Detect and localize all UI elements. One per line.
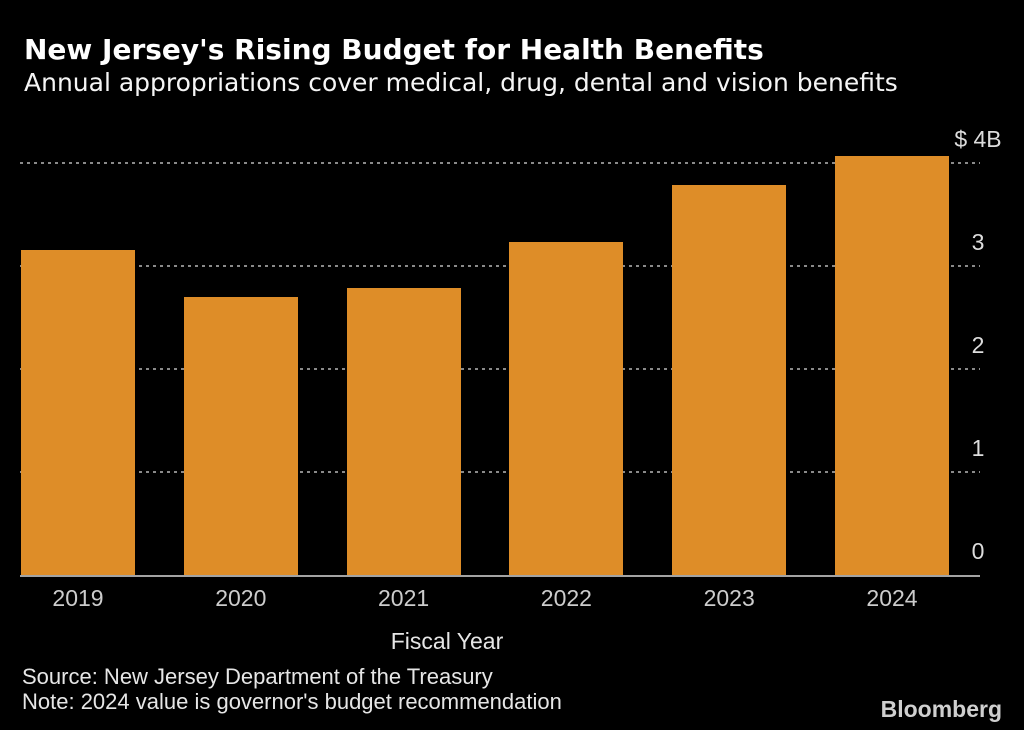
x-tick-label: 2019 [52, 585, 104, 611]
bar-2019 [21, 249, 135, 575]
note-line: Note: 2024 value is governor's budget re… [22, 689, 562, 714]
y-tick-label: 3 [971, 229, 985, 255]
gridline [20, 368, 980, 370]
x-tick-label: 2024 [866, 585, 918, 611]
bar-2021 [346, 287, 461, 575]
bar-2023 [672, 184, 787, 575]
bar-2024 [835, 155, 949, 575]
gridline [20, 162, 980, 164]
x-axis-title: Fiscal Year [390, 628, 504, 654]
x-tick-label: 2021 [378, 585, 430, 611]
bloomberg-logo: Bloomberg [880, 696, 1002, 722]
y-tick-label: $ 4B [954, 126, 1002, 152]
y-tick-label: 0 [971, 538, 985, 564]
chart-title: New Jersey's Rising Budget for Health Be… [24, 33, 764, 66]
y-tick-label: 2 [971, 332, 985, 358]
x-axis-line [20, 575, 980, 577]
x-tick-label: 2023 [703, 585, 755, 611]
gridline [20, 265, 980, 267]
gridline [20, 471, 980, 473]
bar-2022 [509, 242, 624, 575]
chart-subtitle: Annual appropriations cover medical, dru… [24, 68, 898, 97]
source-line: Source: New Jersey Department of the Tre… [22, 664, 493, 689]
source-note: Source: New Jersey Department of the Tre… [22, 664, 562, 714]
x-tick-label: 2022 [540, 585, 592, 611]
x-tick-label: 2020 [215, 585, 267, 611]
y-tick-label: 1 [971, 435, 985, 461]
bar-2020 [183, 296, 298, 575]
